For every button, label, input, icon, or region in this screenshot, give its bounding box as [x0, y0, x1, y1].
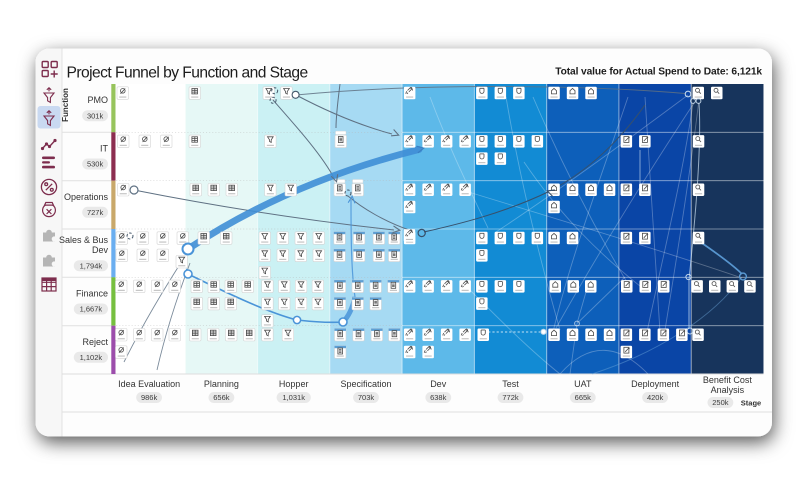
svg-text:772k: 772k [502, 393, 519, 402]
svg-text:1,794k: 1,794k [80, 261, 103, 270]
svg-text:1,102k: 1,102k [80, 353, 103, 362]
svg-text:420k: 420k [647, 393, 664, 402]
svg-text:Reject: Reject [82, 337, 108, 347]
svg-text:PMO: PMO [87, 95, 108, 105]
svg-text:Finance: Finance [76, 289, 108, 299]
svg-text:Operations: Operations [64, 192, 109, 202]
svg-text:UAT: UAT [574, 379, 592, 389]
svg-text:656k: 656k [213, 393, 230, 402]
svg-text:Function: Function [61, 88, 70, 122]
svg-text:Stage: Stage [741, 399, 761, 408]
svg-text:Dev: Dev [92, 245, 109, 255]
svg-text:Sales & Bus: Sales & Bus [59, 235, 109, 245]
svg-text:301k: 301k [87, 111, 104, 120]
svg-text:Planning: Planning [204, 379, 239, 389]
svg-text:986k: 986k [141, 393, 158, 402]
svg-text:250k: 250k [712, 398, 729, 407]
svg-text:Idea Evaluation: Idea Evaluation [118, 379, 180, 389]
svg-text:Project Funnel by Function and: Project Funnel by Function and Stage [67, 65, 308, 82]
svg-text:Benefit Cost: Benefit Cost [703, 375, 753, 385]
svg-text:Specification: Specification [340, 379, 391, 389]
svg-text:665k: 665k [575, 393, 592, 402]
svg-text:Dev: Dev [430, 379, 447, 389]
svg-text:727k: 727k [87, 208, 104, 217]
svg-text:Analysis: Analysis [711, 385, 745, 395]
svg-text:1,031k: 1,031k [282, 393, 305, 402]
svg-text:IT: IT [100, 144, 109, 154]
svg-text:Test: Test [502, 379, 519, 389]
svg-text:1,667k: 1,667k [80, 305, 103, 314]
svg-text:638k: 638k [430, 393, 447, 402]
svg-text:Deployment: Deployment [631, 379, 680, 389]
svg-text:530k: 530k [87, 160, 104, 169]
svg-text:Total value for Actual Spend t: Total value for Actual Spend to Date: 6,… [555, 67, 762, 78]
svg-text:Hopper: Hopper [279, 379, 309, 389]
svg-text:703k: 703k [358, 393, 375, 402]
